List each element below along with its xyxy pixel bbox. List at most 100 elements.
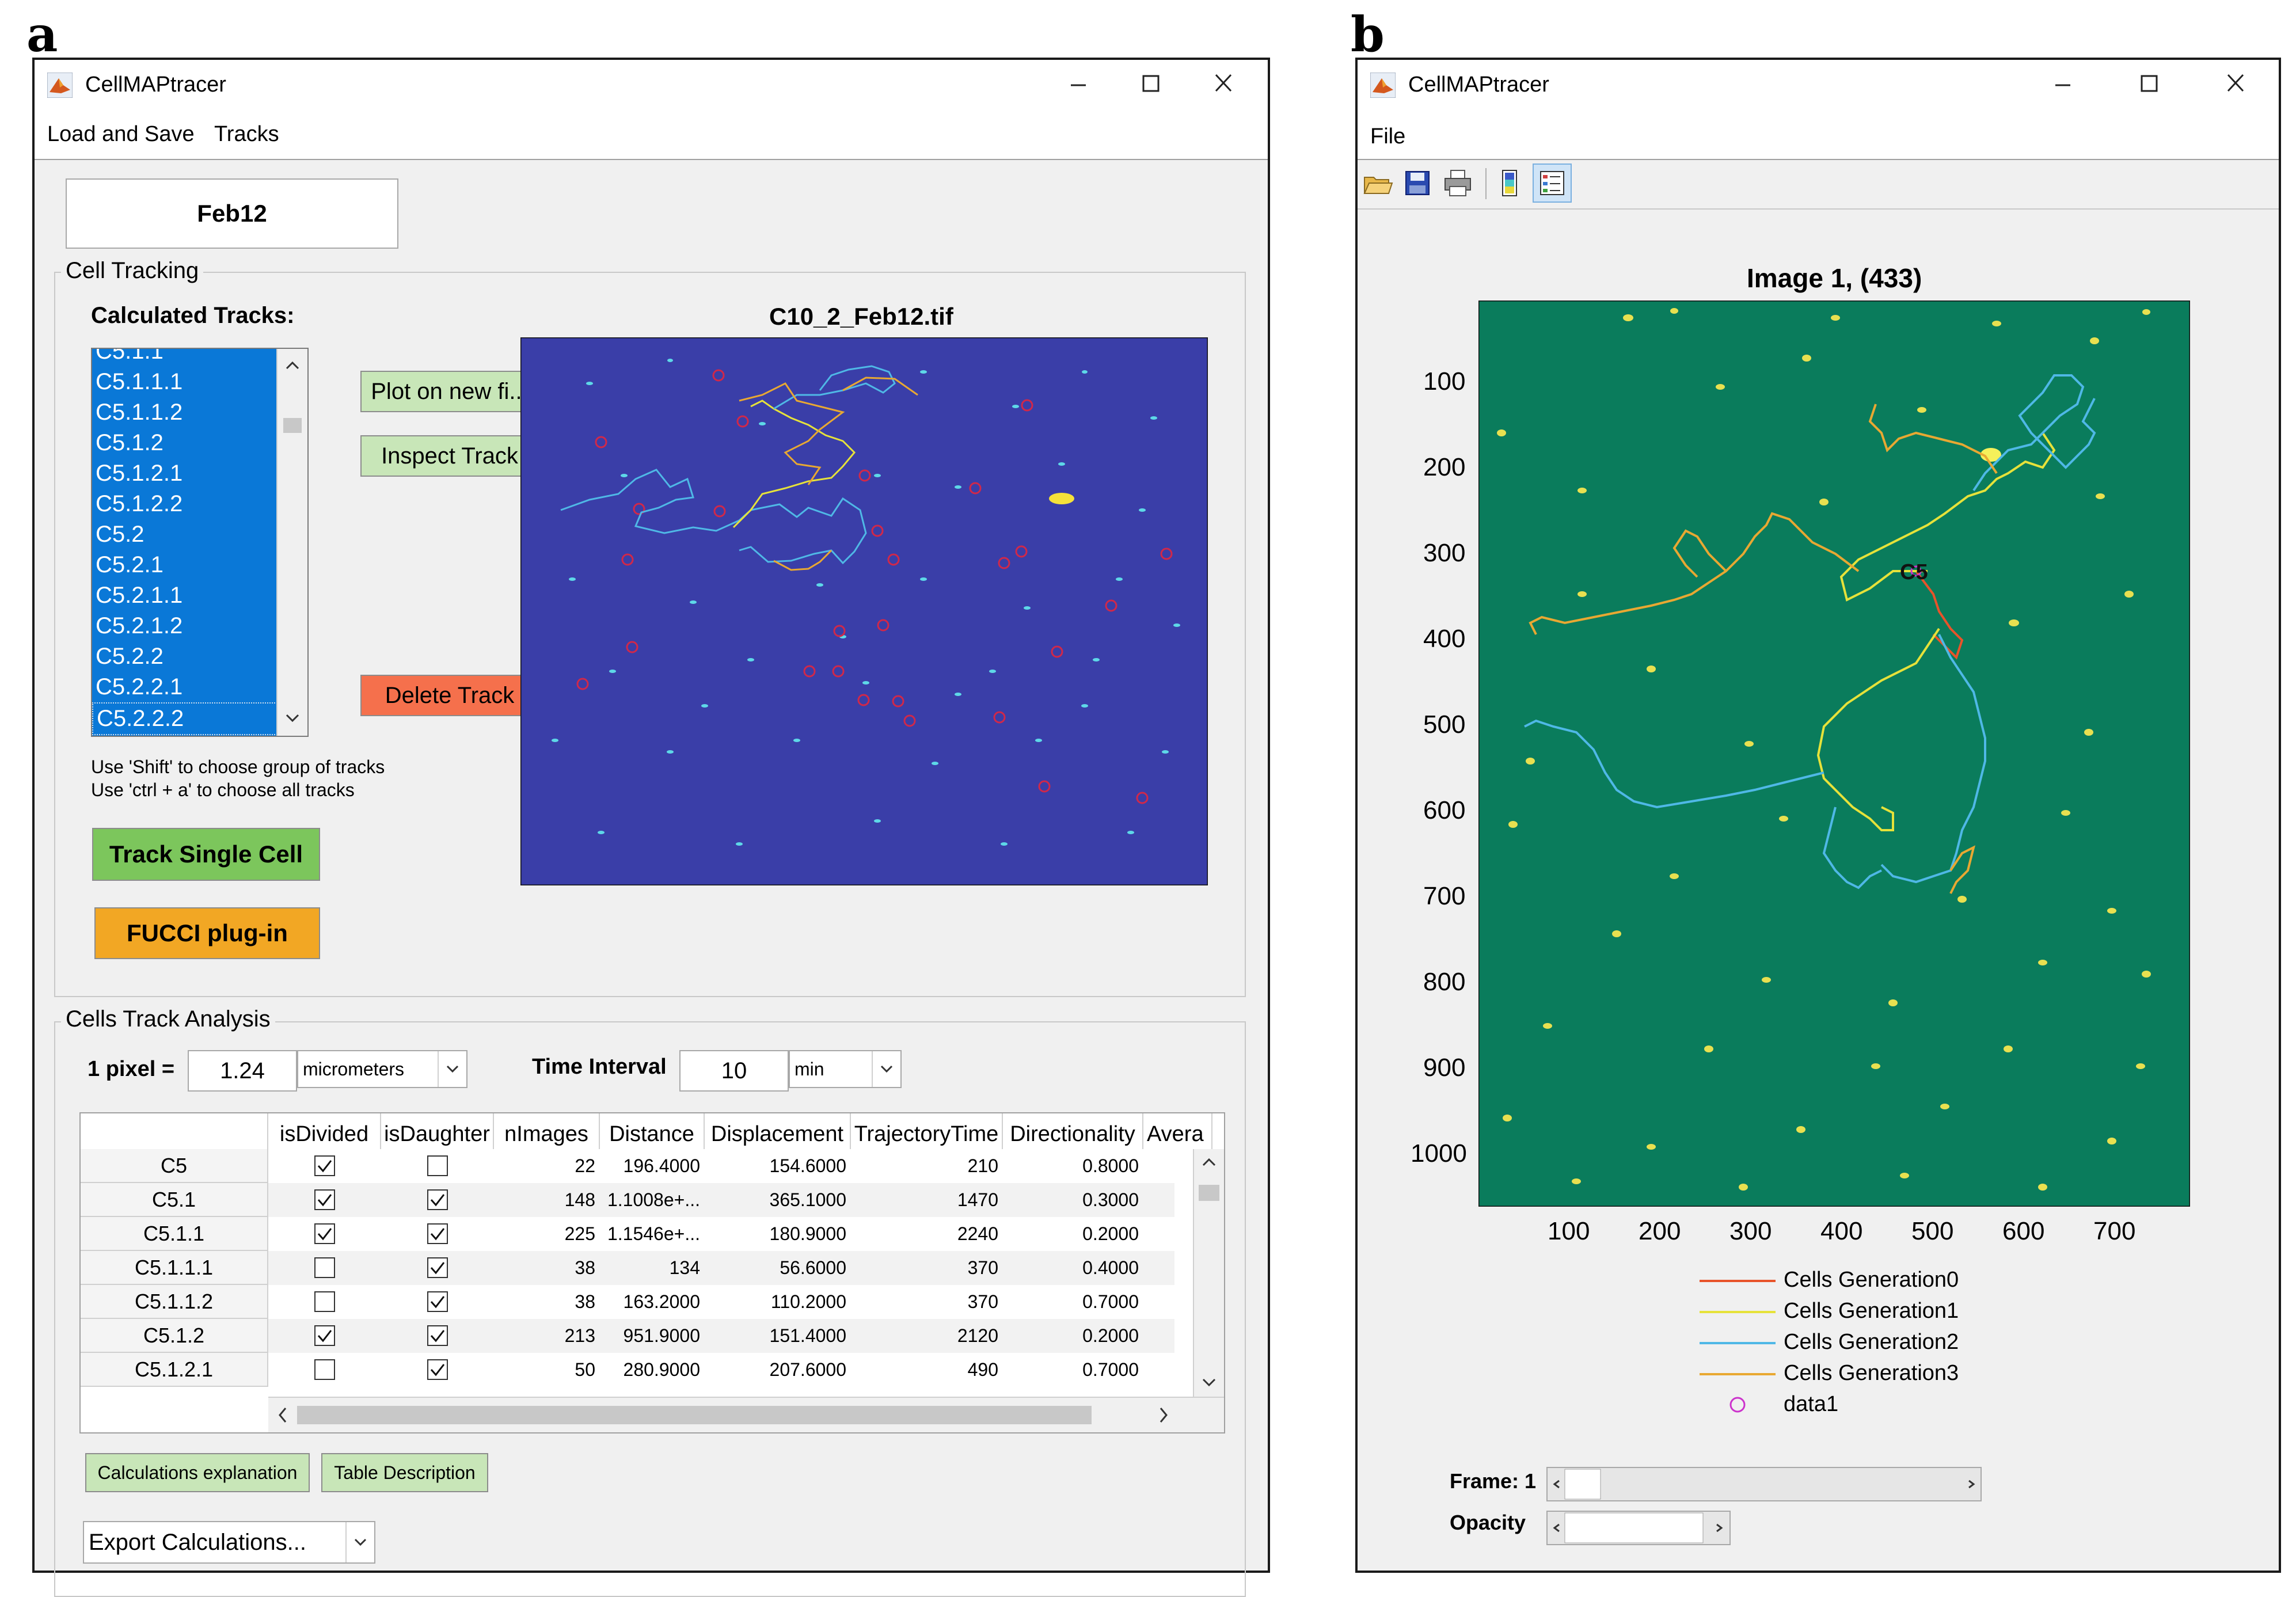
table-row[interactable]: C5.1.1.1 38 134 56.6000 370 0.4000 bbox=[81, 1251, 1174, 1285]
is-divided-checkbox[interactable] bbox=[314, 1189, 335, 1210]
pixel-unit-select[interactable]: micrometers bbox=[297, 1050, 467, 1088]
delete-track-button[interactable]: Delete Track bbox=[360, 675, 539, 716]
row-header: C5.1 bbox=[81, 1183, 268, 1217]
list-item[interactable]: C5.1.1 bbox=[96, 348, 164, 364]
plot-on-new-figure-button[interactable]: Plot on new fi... bbox=[360, 371, 539, 412]
export-calculations-select[interactable]: Export Calculations... bbox=[83, 1521, 375, 1564]
title-bar[interactable]: CellMAPtracer bbox=[35, 60, 1268, 108]
cell-nimages: 213 bbox=[564, 1325, 595, 1346]
is-divided-checkbox[interactable] bbox=[314, 1291, 335, 1312]
tracks-plot[interactable]: C5 bbox=[1478, 301, 2190, 1207]
legend-toggle[interactable] bbox=[1533, 163, 1572, 203]
bright-cell bbox=[1049, 493, 1074, 504]
minimize-button[interactable] bbox=[2043, 66, 2083, 100]
cell-displacement: 180.9000 bbox=[769, 1223, 846, 1244]
list-item[interactable]: C5.1.2 bbox=[96, 430, 164, 455]
list-item[interactable]: C5.1.1.1 bbox=[96, 369, 183, 394]
column-header[interactable]: isDivided bbox=[268, 1113, 381, 1149]
is-daughter-checkbox[interactable] bbox=[427, 1155, 448, 1176]
column-header[interactable]: nImages bbox=[494, 1113, 600, 1149]
menu-load-and-save[interactable]: Load and Save bbox=[47, 122, 195, 146]
menu-tracks[interactable]: Tracks bbox=[214, 122, 279, 146]
table-row[interactable]: C5.1.1.2 38 163.2000 110.2000 370 0.7000 bbox=[81, 1285, 1174, 1319]
frame-slider[interactable] bbox=[1546, 1467, 1982, 1501]
microscopy-image[interactable] bbox=[520, 337, 1208, 885]
open-icon[interactable] bbox=[1361, 167, 1393, 199]
chevron-down-icon bbox=[345, 1522, 374, 1562]
is-divided-checkbox[interactable] bbox=[314, 1325, 335, 1346]
table-row[interactable]: C5.1.2.1 50 280.9000 207.6000 490 0.7000 bbox=[81, 1353, 1174, 1387]
title-bar[interactable]: CellMAPtracer bbox=[1358, 60, 2279, 108]
list-item[interactable]: C5.1.1.2 bbox=[96, 400, 183, 425]
maximize-button[interactable] bbox=[2129, 66, 2169, 100]
cell-displacement: 56.6000 bbox=[780, 1257, 846, 1278]
inspect-track-button[interactable]: Inspect Track bbox=[360, 435, 539, 477]
matlab-app-icon bbox=[1370, 73, 1396, 98]
cell-distance: 1.1008e+... bbox=[607, 1189, 700, 1210]
y-tick: 200 bbox=[1423, 453, 1466, 481]
column-header[interactable]: isDaughter bbox=[381, 1113, 494, 1149]
column-header[interactable]: Avera bbox=[1143, 1113, 1212, 1149]
table-row[interactable]: C5.1.1 225 1.1546e+... 180.9000 2240 0.2… bbox=[81, 1217, 1174, 1251]
table-row[interactable]: C5.1.2 213 951.9000 151.4000 2120 0.2000 bbox=[81, 1319, 1174, 1353]
pixel-size-input[interactable]: 1.24 bbox=[188, 1050, 297, 1092]
list-item[interactable]: C5.2.2.2 bbox=[92, 702, 278, 735]
track-single-cell-button[interactable]: Track Single Cell bbox=[92, 828, 320, 881]
list-item[interactable]: C5.1.2.2 bbox=[96, 491, 183, 516]
close-button[interactable] bbox=[1203, 66, 1244, 100]
list-item[interactable]: C5.1.2.1 bbox=[96, 461, 183, 486]
cell-time: 490 bbox=[967, 1359, 998, 1380]
is-daughter-checkbox[interactable] bbox=[427, 1257, 448, 1278]
menu-file[interactable]: File bbox=[1370, 124, 1406, 149]
legend-marker-data1 bbox=[1729, 1397, 1746, 1413]
is-divided-checkbox[interactable] bbox=[314, 1257, 335, 1278]
list-item[interactable]: C5.2.1 bbox=[96, 552, 164, 577]
close-button[interactable] bbox=[2215, 66, 2256, 100]
opacity-slider[interactable] bbox=[1546, 1511, 1731, 1545]
cell-distance: 134 bbox=[669, 1257, 700, 1278]
table-vertical-scrollbar[interactable] bbox=[1193, 1149, 1224, 1397]
fucci-plugin-button[interactable]: FUCCI plug-in bbox=[94, 907, 320, 959]
calculations-explanation-button[interactable]: Calculations explanation bbox=[85, 1453, 310, 1492]
table-description-button[interactable]: Table Description bbox=[321, 1453, 488, 1492]
is-divided-checkbox[interactable] bbox=[314, 1155, 335, 1176]
is-daughter-checkbox[interactable] bbox=[427, 1359, 448, 1380]
tracks-listbox[interactable]: C5.1.1 C5.1.1.1 C5.1.1.2 C5.1.2 C5.1.2.1… bbox=[91, 348, 309, 737]
legend-icon bbox=[1540, 171, 1564, 195]
matlab-app-icon bbox=[47, 73, 73, 98]
slider-arrows-icon bbox=[1553, 1512, 1723, 1543]
maximize-button[interactable] bbox=[1131, 66, 1171, 100]
column-header[interactable]: Directionality bbox=[1003, 1113, 1143, 1149]
is-daughter-checkbox[interactable] bbox=[427, 1291, 448, 1312]
column-header[interactable]: TrajectoryTime bbox=[851, 1113, 1003, 1149]
is-daughter-checkbox[interactable] bbox=[427, 1189, 448, 1210]
is-daughter-checkbox[interactable] bbox=[427, 1223, 448, 1244]
time-unit-select[interactable]: min bbox=[789, 1050, 902, 1088]
cell-directionality: 0.7000 bbox=[1082, 1359, 1139, 1380]
list-item[interactable]: C5.2.1.2 bbox=[96, 613, 183, 638]
list-item[interactable]: C5.2 bbox=[96, 522, 145, 547]
cell-directionality: 0.4000 bbox=[1082, 1257, 1139, 1278]
tracks-scrollbar[interactable] bbox=[276, 349, 307, 736]
save-icon[interactable] bbox=[1401, 167, 1434, 199]
table-horizontal-scrollbar[interactable] bbox=[268, 1397, 1224, 1432]
print-icon[interactable] bbox=[1442, 167, 1474, 199]
list-item[interactable]: C5.2.2.1 bbox=[96, 674, 183, 699]
is-divided-checkbox[interactable] bbox=[314, 1359, 335, 1380]
is-divided-checkbox[interactable] bbox=[314, 1223, 335, 1244]
cell-displacement: 151.4000 bbox=[769, 1325, 846, 1346]
is-daughter-checkbox[interactable] bbox=[427, 1325, 448, 1346]
minimize-button[interactable] bbox=[1058, 66, 1098, 100]
list-item[interactable]: C5.2.2 bbox=[96, 644, 164, 669]
column-header[interactable]: Displacement bbox=[705, 1113, 851, 1149]
colorbar-icon[interactable] bbox=[1493, 167, 1526, 199]
table-row[interactable]: C5.1 148 1.1008e+... 365.1000 1470 0.300… bbox=[81, 1183, 1174, 1217]
window-title: CellMAPtracer bbox=[85, 73, 226, 97]
list-item[interactable]: C5.2.1.1 bbox=[96, 583, 183, 608]
analysis-table[interactable]: isDivided isDaughter nImages Distance Di… bbox=[79, 1112, 1225, 1434]
time-interval-input[interactable]: 10 bbox=[679, 1050, 789, 1092]
table-row[interactable]: C5 22 196.4000 154.6000 210 0.8000 bbox=[81, 1149, 1174, 1183]
cell-directionality: 0.7000 bbox=[1082, 1291, 1139, 1312]
close-icon bbox=[1215, 74, 1232, 92]
column-header[interactable]: Distance bbox=[600, 1113, 705, 1149]
